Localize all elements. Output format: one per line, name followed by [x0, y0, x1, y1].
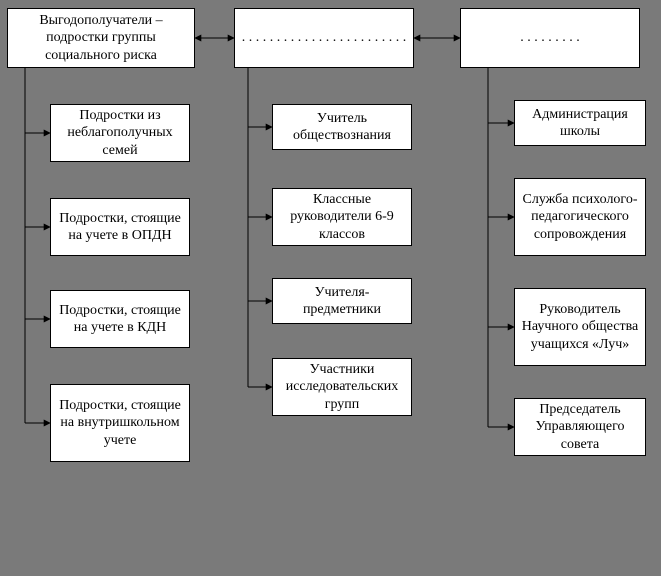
header-left: Выгодополучатели – подростки группы соци… [7, 8, 195, 68]
header-center: . . . . . . . . . . . . . . . . . . . . … [234, 8, 414, 68]
center-item-1: Классные руководители 6-9 классов [272, 188, 412, 246]
left-item-3: Подростки, стоящие на внутришкольном уче… [50, 384, 190, 462]
left-item-2: Подростки, стоящие на учете в КДН [50, 290, 190, 348]
center-item-0: Учитель обществознания [272, 104, 412, 150]
center-item-2: Учителя-предметники [272, 278, 412, 324]
right-item-1: Служба психолого-педагогического сопрово… [514, 178, 646, 256]
right-item-3: Председатель Управляющего совета [514, 398, 646, 456]
left-item-1: Подростки, стоящие на учете в ОПДН [50, 198, 190, 256]
right-item-2: Руководитель Научного общества учащихся … [514, 288, 646, 366]
center-item-3: Участники исследовательских групп [272, 358, 412, 416]
left-item-0: Подростки из неблагополучных семей [50, 104, 190, 162]
header-right: . . . . . . . . . [460, 8, 640, 68]
right-item-0: Администрация школы [514, 100, 646, 146]
